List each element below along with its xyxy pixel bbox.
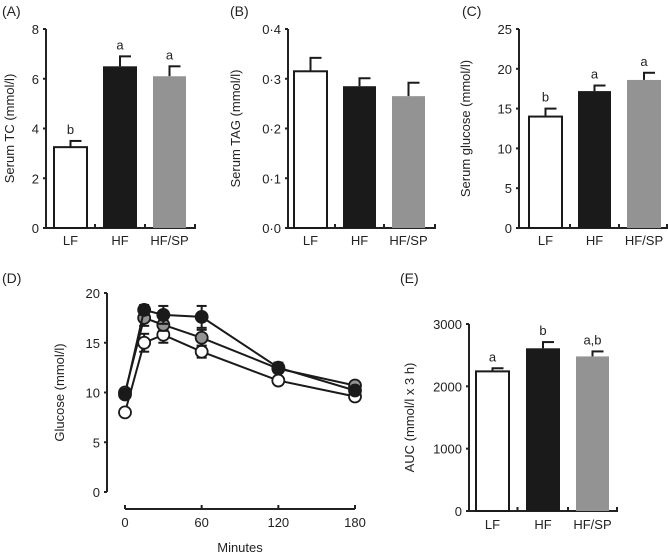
data-point xyxy=(271,360,286,375)
x-tick-label: 60 xyxy=(194,515,208,530)
y-tick-label: 8 xyxy=(32,22,39,37)
x-tick-label: LF xyxy=(485,517,500,532)
data-point xyxy=(137,303,152,317)
x-tick-label: 180 xyxy=(344,515,366,530)
x-tick-label: HF/SP xyxy=(389,233,427,248)
x-tick-label: LF xyxy=(63,233,78,248)
data-point xyxy=(194,330,209,345)
x-tick-label: 0 xyxy=(121,515,128,530)
bar-hf xyxy=(526,348,560,511)
x-tick-label: HF/SP xyxy=(625,233,663,248)
y-tick-label: 10 xyxy=(86,386,100,401)
y-tick-label: 15 xyxy=(498,102,512,117)
y-tick-label: 20 xyxy=(86,286,100,301)
bar-hf xyxy=(343,86,376,229)
bar-hf xyxy=(103,66,137,228)
bar-hf xyxy=(578,91,611,228)
y-tick-label: 0·3 xyxy=(262,72,281,87)
panel-d: (D) 0 5 10 15 20 Glucose (mmol/l) 0 60 120 180 Minu… xyxy=(2,270,366,555)
bar-hf-sp xyxy=(392,96,425,228)
significance-letter: a xyxy=(591,67,599,82)
series-line xyxy=(124,308,356,395)
series-hf xyxy=(118,303,362,402)
significance-letter: b xyxy=(67,122,74,137)
y-tick-label: 0 xyxy=(93,485,100,500)
data-point xyxy=(348,383,362,398)
series-hf-sp xyxy=(118,308,362,400)
y-tick-label: 0·0 xyxy=(262,221,281,236)
significance-letter: b xyxy=(542,90,549,105)
y-axis-label: Serum glucose (mmol/l) xyxy=(458,60,473,197)
panel-b: (B) 0·0 0·1 0·2 0·3 0·4 Serum TAG (mmol/l) LF HF… xyxy=(228,3,436,248)
bar-lf xyxy=(53,146,88,229)
y-tick-label: 10 xyxy=(498,141,512,156)
x-tick-label: HF xyxy=(111,233,128,248)
data-point xyxy=(156,307,171,322)
data-point xyxy=(194,309,209,324)
data-point xyxy=(271,373,286,388)
y-tick-label: 0 xyxy=(455,504,462,519)
y-tick-label: 3000 xyxy=(433,317,462,332)
y-tick-label: 0·4 xyxy=(262,22,281,37)
bar-hf-sp xyxy=(627,79,661,228)
panel-c: (C) 0 5 10 15 20 25 Serum glucose (mmol/l) b LF a H… xyxy=(458,3,668,248)
data-point xyxy=(118,405,132,420)
y-tick-label: 25 xyxy=(498,22,512,37)
x-axis-label: Minutes xyxy=(217,540,263,555)
significance-letter: a xyxy=(166,47,174,62)
data-point xyxy=(118,387,132,402)
y-axis-label: AUC (mmol/l x 3 h) xyxy=(402,363,417,473)
y-tick-label: 0·2 xyxy=(262,122,281,137)
panel-label: (D) xyxy=(2,270,21,286)
x-tick-label: HF/SP xyxy=(150,233,188,248)
y-tick-label: 6 xyxy=(32,72,39,87)
x-tick-label: HF xyxy=(351,233,368,248)
bar-hf-sp xyxy=(153,76,186,228)
y-tick-label: 2 xyxy=(32,171,39,186)
panel-label: (E) xyxy=(400,270,419,286)
data-point xyxy=(194,344,209,359)
x-tick-label: LF xyxy=(538,233,553,248)
x-tick-label: HF/SP xyxy=(573,517,611,532)
y-tick-label: 15 xyxy=(86,336,100,351)
y-tick-label: 2000 xyxy=(433,379,462,394)
significance-letter: b xyxy=(539,323,546,338)
series-lf xyxy=(118,325,362,420)
significance-letter: a xyxy=(116,37,124,52)
y-tick-label: 5 xyxy=(505,181,512,196)
data-point xyxy=(137,335,152,350)
x-tick-label: HF xyxy=(534,517,551,532)
series-line xyxy=(124,333,356,413)
panel-a: (A) 0 2 4 6 8 Serum TC (mmol/l) b LF a HF a HF/SP xyxy=(2,3,196,248)
significance-letter: a xyxy=(640,54,648,69)
bar-hf-sp xyxy=(576,356,609,511)
bar-lf xyxy=(475,370,510,512)
bar-lf xyxy=(528,115,563,229)
y-axis-label: Serum TC (mmol/l) xyxy=(2,74,17,184)
y-tick-label: 20 xyxy=(498,62,512,77)
significance-letter: a,b xyxy=(583,332,601,347)
panel-label: (A) xyxy=(2,3,21,19)
panel-label: (C) xyxy=(462,3,481,19)
y-tick-label: 0·1 xyxy=(262,171,281,186)
panel-e: (E) 0 1000 2000 3000 AUC (mmol/l x 3 h) a LF b HF… xyxy=(400,270,618,532)
x-tick-label: LF xyxy=(303,233,318,248)
y-axis-label: Serum TAG (mmol/l) xyxy=(228,70,243,188)
y-tick-label: 0 xyxy=(505,221,512,236)
x-tick-label: 120 xyxy=(267,515,289,530)
y-tick-label: 0 xyxy=(32,221,39,236)
y-tick-label: 1000 xyxy=(433,442,462,457)
significance-letter: a xyxy=(489,349,497,364)
panel-label: (B) xyxy=(230,3,249,19)
y-axis-label: Glucose (mmol/l) xyxy=(52,343,67,441)
bar-lf xyxy=(293,70,328,229)
y-tick-label: 5 xyxy=(93,435,100,450)
x-tick-label: HF xyxy=(586,233,603,248)
y-tick-label: 4 xyxy=(32,122,39,137)
